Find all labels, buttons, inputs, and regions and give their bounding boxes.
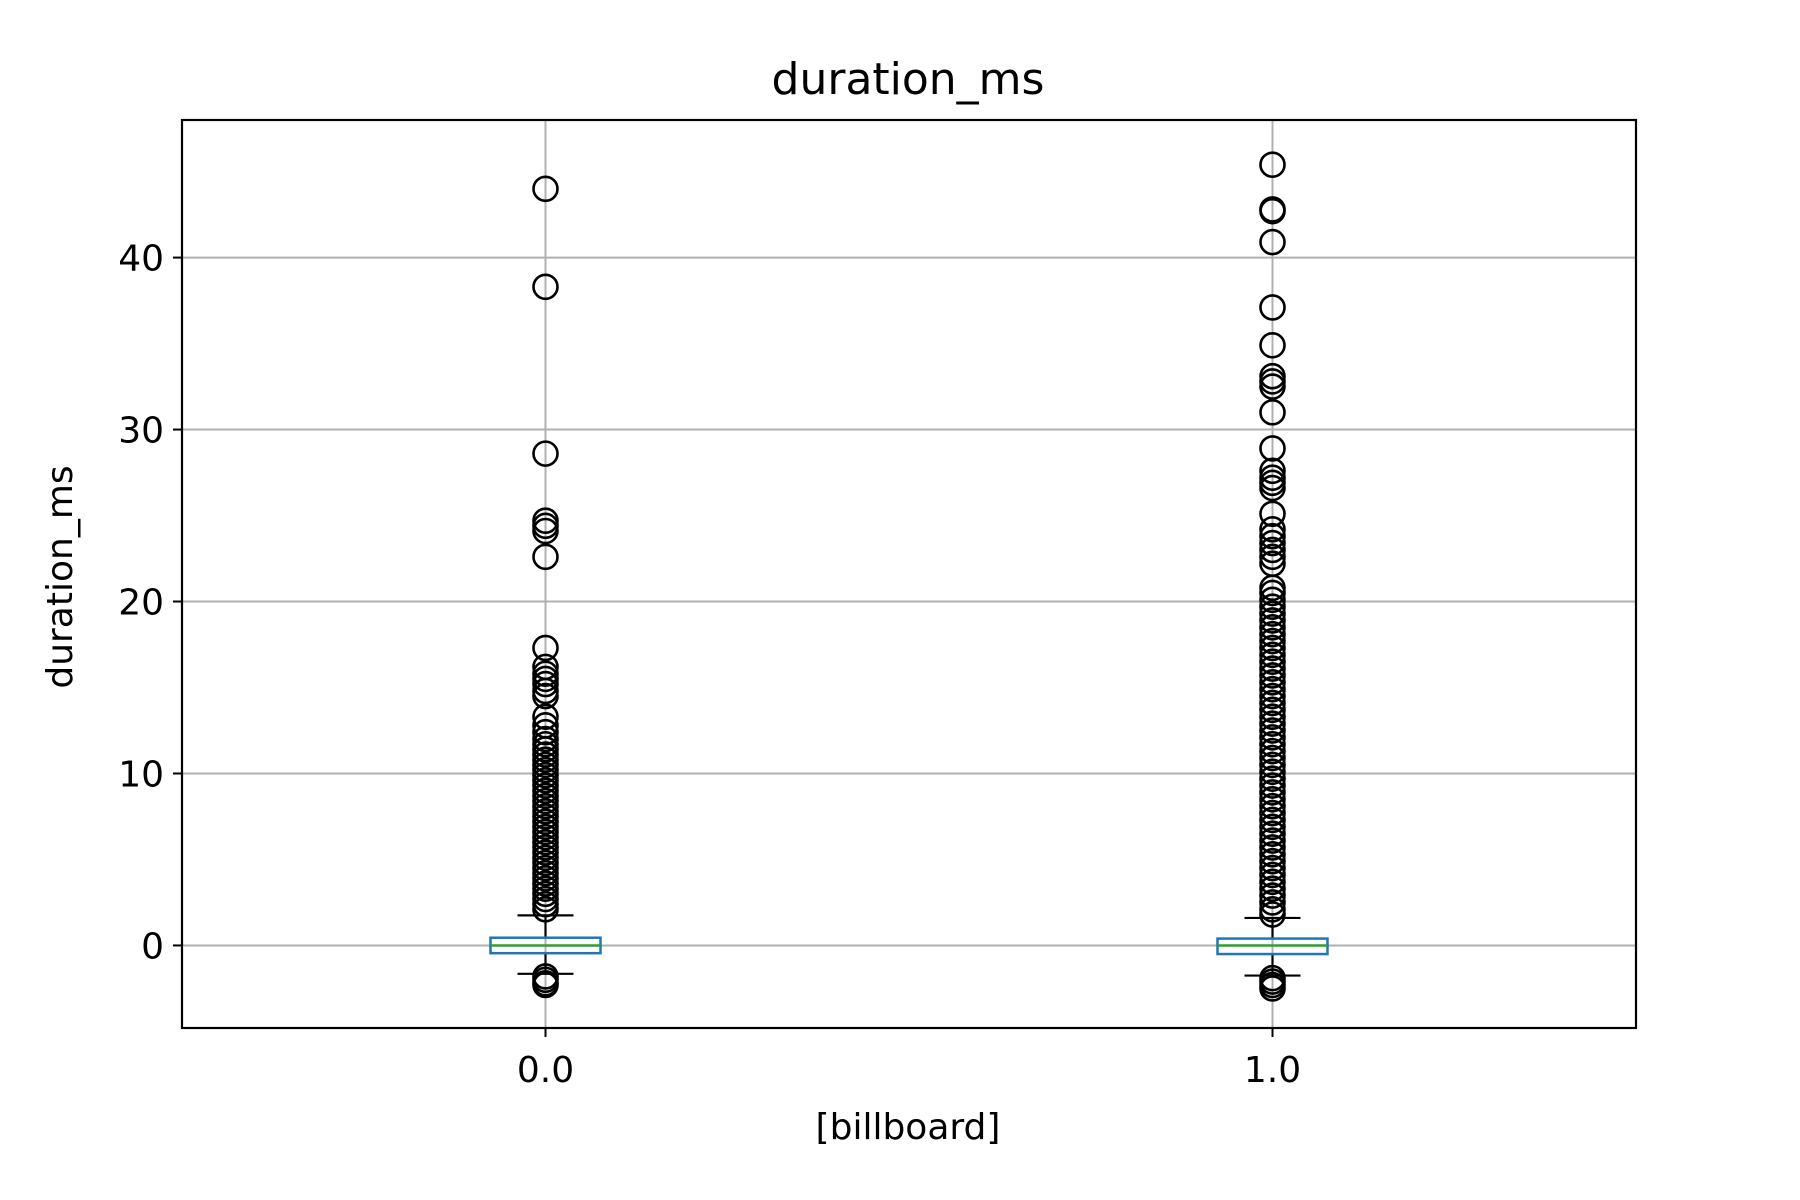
outlier-point	[532, 517, 559, 545]
outlier-point	[1259, 373, 1286, 400]
outlier-point	[1259, 820, 1286, 847]
outlier-point	[1259, 620, 1286, 648]
y-tick-label: 20	[118, 583, 164, 624]
outlier-point	[1259, 435, 1286, 462]
outlier-point	[532, 718, 559, 746]
outlier-point	[1259, 779, 1286, 806]
outlier-point	[1259, 543, 1286, 571]
outlier-point	[1259, 500, 1286, 528]
x-tick-label: 0.0	[517, 1050, 574, 1091]
box-group-1-0	[1216, 151, 1329, 1002]
outlier-point	[1259, 975, 1286, 1002]
outlier-point	[1259, 228, 1286, 256]
outlier-point	[1259, 600, 1286, 627]
outlier-point	[1259, 331, 1286, 359]
outlier-point	[1259, 675, 1286, 703]
outlier-point	[532, 896, 559, 923]
outlier-point	[1259, 682, 1286, 710]
outlier-point	[1259, 662, 1286, 689]
outlier-point	[1259, 399, 1286, 426]
chart-title: duration_ms	[772, 54, 1045, 105]
outlier-point	[1259, 634, 1286, 662]
outlier-point	[532, 440, 559, 467]
y-tick-label: 40	[118, 239, 164, 280]
outlier-point	[1259, 655, 1286, 682]
outlier-point	[1259, 641, 1286, 669]
outlier-point	[1259, 627, 1286, 655]
outlier-point	[1259, 457, 1286, 485]
outlier-point	[532, 703, 559, 731]
outlier-point	[1259, 799, 1286, 827]
x-tick-label: 1.0	[1244, 1050, 1301, 1091]
y-axis-label: duration_ms	[40, 465, 81, 688]
outlier-point	[532, 543, 559, 571]
outlier-point	[1259, 515, 1286, 543]
outlier-point	[1259, 875, 1286, 903]
y-tick-label: 0	[141, 926, 164, 967]
outlier-point	[1259, 765, 1286, 792]
outlier-point	[1259, 703, 1286, 731]
outlier-point	[1259, 689, 1286, 717]
outlier-point	[1259, 294, 1286, 321]
outlier-point	[1259, 474, 1286, 502]
box-group-0-0	[489, 175, 602, 999]
outlier-point	[1259, 579, 1286, 607]
data-layer	[489, 151, 1329, 1002]
outlier-point	[1259, 669, 1286, 696]
outlier-point	[1259, 751, 1286, 779]
outlier-point	[1259, 536, 1286, 564]
tick-layer: 0 10 20 30 40 0.0 1.0	[118, 239, 1301, 1091]
outlier-point	[1259, 834, 1286, 861]
outlier-point	[1259, 648, 1286, 676]
outlier-point	[1259, 730, 1286, 758]
outlier-point	[1259, 717, 1286, 744]
outlier-point	[1259, 847, 1286, 875]
outlier-point	[1259, 614, 1286, 641]
outlier-point	[1259, 882, 1286, 909]
outlier-point	[1259, 827, 1286, 854]
outlier-point	[1259, 197, 1286, 225]
outlier-point	[1259, 607, 1286, 634]
outlier-point	[1259, 868, 1286, 896]
outlier-point	[1259, 854, 1286, 882]
outlier-point	[532, 175, 559, 203]
outlier-point	[1259, 710, 1286, 737]
outlier-point	[1259, 151, 1286, 179]
outlier-point	[1259, 737, 1286, 765]
outlier-point	[1259, 861, 1286, 889]
outlier-point	[1259, 772, 1286, 799]
outlier-point	[1259, 758, 1286, 786]
y-tick-label: 30	[118, 411, 164, 452]
outlier-point	[1259, 813, 1286, 841]
outlier-point	[532, 634, 559, 662]
outlier-point	[1259, 529, 1286, 557]
outlier-point	[532, 971, 559, 999]
outlier-point	[1259, 889, 1286, 916]
outlier-point	[1259, 785, 1286, 813]
outlier-point	[1259, 586, 1286, 614]
outlier-point	[1259, 806, 1286, 834]
outlier-point	[1259, 522, 1286, 550]
plot-frame	[180, 118, 1638, 1030]
outlier-point	[1259, 841, 1286, 868]
outlier-point	[1259, 696, 1286, 724]
grid-layer	[182, 120, 1636, 1028]
y-tick-label: 10	[118, 754, 164, 795]
outlier-point	[1259, 593, 1286, 620]
outlier-point	[532, 670, 559, 698]
x-axis-label: [billboard]	[816, 1107, 1001, 1148]
outlier-point	[1259, 744, 1286, 772]
outlier-point	[532, 682, 559, 710]
outlier-point	[1259, 901, 1286, 928]
outlier-point	[532, 273, 559, 301]
outlier-point	[1259, 724, 1286, 751]
outlier-point	[1259, 792, 1286, 820]
